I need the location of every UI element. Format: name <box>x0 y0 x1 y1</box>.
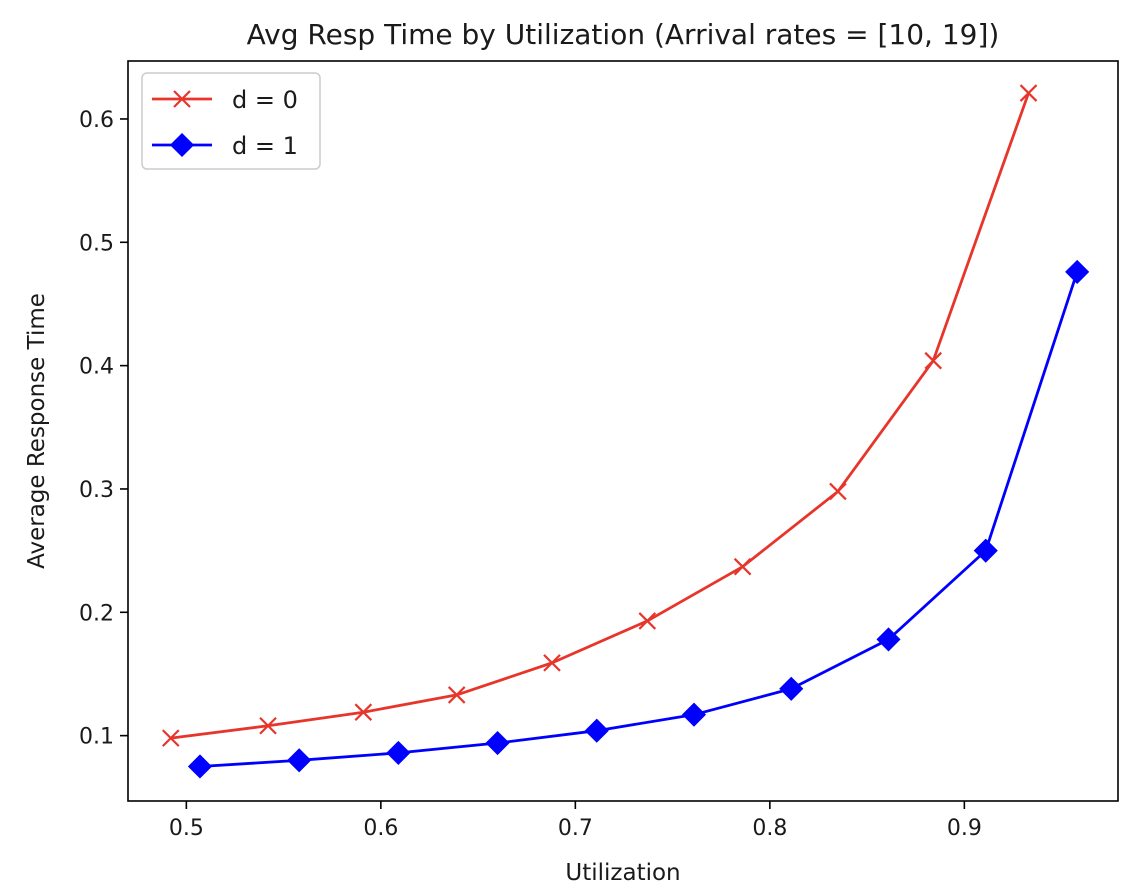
legend: d = 0 d = 1 <box>141 72 321 170</box>
legend-entry: d = 1 <box>152 132 298 160</box>
data-point <box>876 627 901 652</box>
y-axis-ticks: 0.1 0.2 0.3 0.4 0.5 0.6 <box>79 108 128 750</box>
y-axis-label: Average Response Time <box>24 293 50 569</box>
y-tick-label: 0.2 <box>79 601 114 626</box>
legend-entries: d = 0 d = 1 <box>152 86 298 160</box>
y-tick-label: 0.3 <box>79 478 114 503</box>
data-point <box>779 676 804 701</box>
chart-title: Avg Resp Time by Utilization (Arrival ra… <box>247 18 1000 51</box>
data-point <box>259 716 277 735</box>
y-tick-label: 0.5 <box>79 231 114 256</box>
data-point <box>973 538 998 563</box>
series-line <box>199 271 1079 768</box>
data-point <box>924 351 943 370</box>
data-point <box>584 718 609 743</box>
y-tick-label: 0.4 <box>79 355 114 380</box>
legend-marker <box>169 132 195 158</box>
plot-area <box>127 60 1119 802</box>
data-point <box>447 686 466 704</box>
data-point <box>386 740 411 765</box>
x-axis-ticks: 0.5 0.6 0.7 0.8 0.9 <box>169 801 982 841</box>
data-point <box>638 612 657 630</box>
legend-label: d = 0 <box>232 86 298 114</box>
legend-marker <box>173 90 191 108</box>
x-tick-label: 0.9 <box>947 816 982 841</box>
legend-entry: d = 0 <box>152 86 298 114</box>
data-point <box>681 702 707 727</box>
data-point <box>1019 84 1038 102</box>
series-2 <box>187 259 1090 779</box>
data-point <box>162 729 180 747</box>
data-point <box>354 703 373 721</box>
x-tick-label: 0.8 <box>752 816 787 841</box>
legend-label: d = 1 <box>232 132 298 160</box>
data-point <box>187 754 213 779</box>
data-point <box>829 482 847 501</box>
x-tick-label: 0.7 <box>558 816 593 841</box>
data-point <box>287 748 312 773</box>
data-point <box>543 654 561 672</box>
data-point <box>485 730 510 756</box>
x-tick-label: 0.6 <box>363 816 398 841</box>
x-tick-label: 0.5 <box>169 816 204 841</box>
x-axis-label: Utilization <box>565 860 680 886</box>
series-layer <box>162 84 1090 779</box>
data-point <box>733 557 752 576</box>
series-line <box>170 92 1030 740</box>
data-point <box>1065 259 1090 284</box>
series-1 <box>162 84 1038 747</box>
y-tick-label: 0.6 <box>79 108 114 133</box>
y-tick-label: 0.1 <box>79 725 114 750</box>
